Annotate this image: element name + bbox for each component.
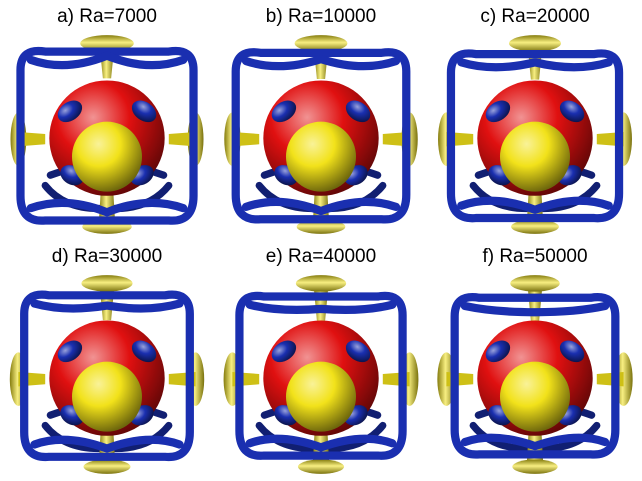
bottom-cap: [512, 459, 558, 474]
blue-lobe: [271, 340, 297, 363]
right-stem: [168, 131, 196, 147]
frame-loop: [450, 293, 620, 459]
blue-lobe: [559, 340, 585, 363]
frame-loop: [446, 49, 624, 223]
frame-strand: [457, 196, 613, 214]
panel-label: d) Ra=30000: [51, 246, 163, 267]
top-cap: [510, 275, 560, 292]
frame-front: [235, 291, 407, 460]
frame-strand: [30, 435, 184, 453]
top-cap: [509, 35, 561, 52]
blue-lobe: [485, 340, 511, 363]
frame-strand: [26, 51, 188, 70]
frame-strand: [457, 58, 613, 72]
inner-core: [499, 361, 571, 432]
blue-lobe: [271, 100, 297, 123]
isosurface-render: [437, 275, 633, 474]
blue-lobe: [485, 100, 511, 123]
inner-core: [71, 361, 143, 432]
panel-b: b) Ra=10000: [214, 0, 428, 240]
panel-label: b) Ra=10000: [265, 6, 377, 27]
top-cap: [295, 275, 347, 292]
bottom-cap: [83, 459, 131, 474]
isosurface-render: [10, 35, 204, 234]
frame-strand: [460, 301, 610, 317]
frame-loop: [20, 290, 194, 461]
panel-e: e) Ra=40000: [214, 240, 428, 480]
top-stem: [527, 287, 543, 322]
frame-loop: [231, 48, 411, 224]
right-stem: [596, 371, 624, 387]
panel-label: e) Ra=40000: [265, 246, 377, 267]
panel-label: c) Ra=20000: [480, 6, 590, 27]
frame-loop: [16, 46, 198, 225]
panel-c: c) Ra=20000: [428, 0, 642, 240]
frame-loop: [235, 291, 407, 460]
blue-lobe: [345, 340, 371, 363]
frame-strand: [245, 434, 397, 452]
frame-front: [450, 293, 620, 459]
frame-front: [16, 46, 198, 225]
inner-core: [499, 121, 571, 192]
blue-lobe: [131, 100, 157, 123]
frame-strand: [241, 197, 401, 216]
bottom-stem: [98, 189, 116, 225]
frame-strand: [26, 198, 188, 217]
isosurface-render: [223, 275, 419, 474]
panel-a: a) Ra=7000: [0, 0, 214, 240]
frame-strand: [460, 433, 610, 451]
blue-lobe: [57, 100, 83, 123]
inner-core: [71, 121, 143, 192]
bottom-cap: [297, 459, 345, 474]
frame-front: [20, 290, 194, 461]
blue-lobe: [131, 340, 157, 363]
blue-lobe: [345, 100, 371, 123]
top-cap: [294, 35, 348, 52]
frame-front: [231, 48, 411, 224]
blue-lobe: [57, 340, 83, 363]
left-stem: [446, 371, 474, 387]
panel-d: d) Ra=30000: [0, 240, 214, 480]
top-cap: [80, 35, 134, 52]
bottom-cap: [511, 219, 559, 234]
isosurface-render: [9, 275, 205, 474]
blue-lobe: [559, 100, 585, 123]
panel-label: a) Ra=7000: [57, 6, 157, 27]
frame-strand: [245, 300, 397, 315]
isosurface-render: [224, 35, 418, 234]
top-cap: [81, 275, 133, 292]
left-stem: [18, 131, 46, 147]
inner-core: [285, 361, 357, 432]
frame-strand: [30, 299, 184, 313]
isosurface-render: [438, 35, 632, 234]
panel-f: f) Ra=50000: [428, 240, 642, 480]
inner-core: [285, 121, 357, 192]
frame-front: [446, 49, 624, 223]
frame-strand: [241, 54, 401, 71]
panel-label: f) Ra=50000: [482, 246, 588, 267]
